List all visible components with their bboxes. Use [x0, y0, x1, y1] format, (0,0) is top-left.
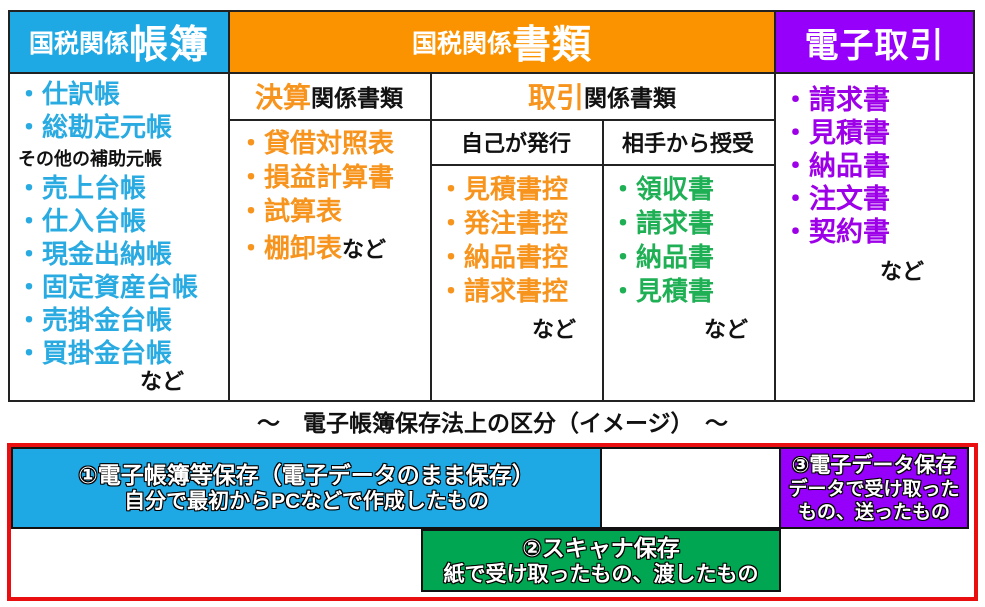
- storage-box-empty-cell: [600, 447, 781, 529]
- settlement-last-item: ・棚卸表など: [238, 233, 387, 263]
- grid-line-horizontal: [228, 119, 776, 121]
- documents-header: 国税関係 書類: [230, 12, 774, 72]
- storage-box-electronic-books: ①電子帳簿等保存（電子データのまま保存） 自分で最初からPCなどで作成したもの: [11, 447, 602, 529]
- list-item: 仕訳帳: [16, 78, 226, 111]
- list-item: 注文書: [782, 183, 967, 216]
- grid-line-vertical: [602, 119, 604, 400]
- received-etc: など: [703, 317, 748, 342]
- documents-header-prefix: 国税関係: [411, 30, 512, 58]
- section-caption: ～ 電子帳簿保存法上の区分（イメージ） ～: [256, 410, 729, 436]
- settlement-subheader-rest: 関係書類: [311, 84, 403, 111]
- storage-box2-line2: 紙で受け取ったもの、渡したもの: [443, 562, 759, 586]
- classification-table: 国税関係 帳簿 国税関係 書類 電子取引 決算 関係書類 取引 関係書類 自己が発行 相…: [8, 10, 975, 402]
- list-item: 発注書控: [438, 206, 598, 240]
- list-item: 現金出納帳: [16, 238, 226, 271]
- ledgers-subnote: その他の補助元帳: [18, 149, 162, 169]
- grid-line-horizontal: [430, 164, 776, 166]
- storage-box2-line1: ②スキャナ保存: [522, 534, 680, 561]
- transaction-docs-subheader: 取引 関係書類: [432, 74, 772, 117]
- list-item: 損益計算書: [238, 160, 428, 194]
- list-item: 仕入台帳: [16, 205, 226, 238]
- documents-header-bg: [230, 12, 776, 72]
- etransactions-etc: など: [879, 259, 924, 284]
- list-item: 試算表: [238, 194, 428, 228]
- etransactions-header: 電子取引: [776, 12, 973, 72]
- grid-line-vertical: [430, 72, 432, 400]
- ledgers-header: 国税関係 帳簿: [10, 12, 228, 72]
- ledgers-list-bottom: 売上台帳仕入台帳現金出納帳固定資産台帳売掛金台帳買掛金台帳: [16, 172, 226, 370]
- etransactions-header-main: 電子取引: [804, 26, 945, 65]
- list-item: 納品書控: [438, 240, 598, 274]
- received-subheader: 相手から授受: [621, 130, 754, 156]
- documents-header-main: 書類: [512, 24, 593, 67]
- issued-subheader: 自己が発行: [460, 130, 571, 156]
- list-item: 総勘定元帳: [16, 111, 226, 144]
- list-item: 納品書: [610, 240, 770, 274]
- list-item: 売上台帳: [16, 172, 226, 205]
- list-item: 請求書控: [438, 274, 598, 308]
- list-item: 見積書控: [438, 172, 598, 206]
- storage-box3-line3: もの、送ったもの: [797, 501, 950, 523]
- storage-box3-line2: データで受け取った: [788, 478, 960, 500]
- list-item: 見積書: [782, 117, 967, 150]
- settlement-last-label: 棚卸表: [264, 233, 343, 263]
- settlement-subheader-emph: 決算: [254, 81, 311, 113]
- list-item: 貸借対照表: [238, 126, 428, 160]
- list-item: 納品書: [782, 150, 967, 183]
- grid-line-horizontal: [10, 72, 973, 74]
- transaction-subheader-emph: 取引: [527, 81, 584, 113]
- storage-box-scanner: ②スキャナ保存 紙で受け取ったもの、渡したもの: [421, 529, 781, 592]
- storage-box-electronic-data: ③電子データ保存 データで受け取った もの、送ったもの: [779, 447, 969, 529]
- settlement-list: 貸借対照表損益計算書試算表: [238, 126, 428, 228]
- settlement-last-suffix: など: [342, 237, 387, 262]
- received-list: 領収書請求書納品書見積書: [610, 172, 770, 308]
- issued-list: 見積書控発注書控納品書控請求書控: [438, 172, 598, 308]
- settlement-docs-subheader: 決算 関係書類: [230, 74, 428, 117]
- list-item: 買掛金台帳: [16, 337, 226, 370]
- storage-box1-line2: 自分で最初からPCなどで作成したもの: [124, 490, 489, 513]
- storage-box3-line1: ③電子データ保存: [791, 453, 957, 477]
- grid-line-vertical: [228, 12, 230, 400]
- storage-box1-line1: ①電子帳簿等保存（電子データのまま保存）: [78, 462, 535, 488]
- transaction-subheader-rest: 関係書類: [584, 84, 676, 111]
- list-item: 売掛金台帳: [16, 304, 226, 337]
- etransactions-list: 請求書見積書納品書注文書契約書: [782, 84, 967, 249]
- grid-line-vertical: [774, 12, 776, 400]
- etransactions-header-bg: [776, 12, 973, 72]
- list-item: 契約書: [782, 216, 967, 249]
- list-item: 固定資産台帳: [16, 271, 226, 304]
- list-item: 見積書: [610, 274, 770, 308]
- ledgers-header-prefix: 国税関係: [28, 30, 129, 58]
- ledgers-list-top: 仕訳帳総勘定元帳: [16, 78, 226, 144]
- ledgers-header-main: 帳簿: [129, 24, 210, 67]
- list-item: 領収書: [610, 172, 770, 206]
- issued-etc: など: [531, 317, 576, 342]
- ledgers-etc: など: [139, 369, 184, 394]
- list-item: 請求書: [610, 206, 770, 240]
- ledgers-header-bg: [10, 12, 230, 72]
- list-item: 請求書: [782, 84, 967, 117]
